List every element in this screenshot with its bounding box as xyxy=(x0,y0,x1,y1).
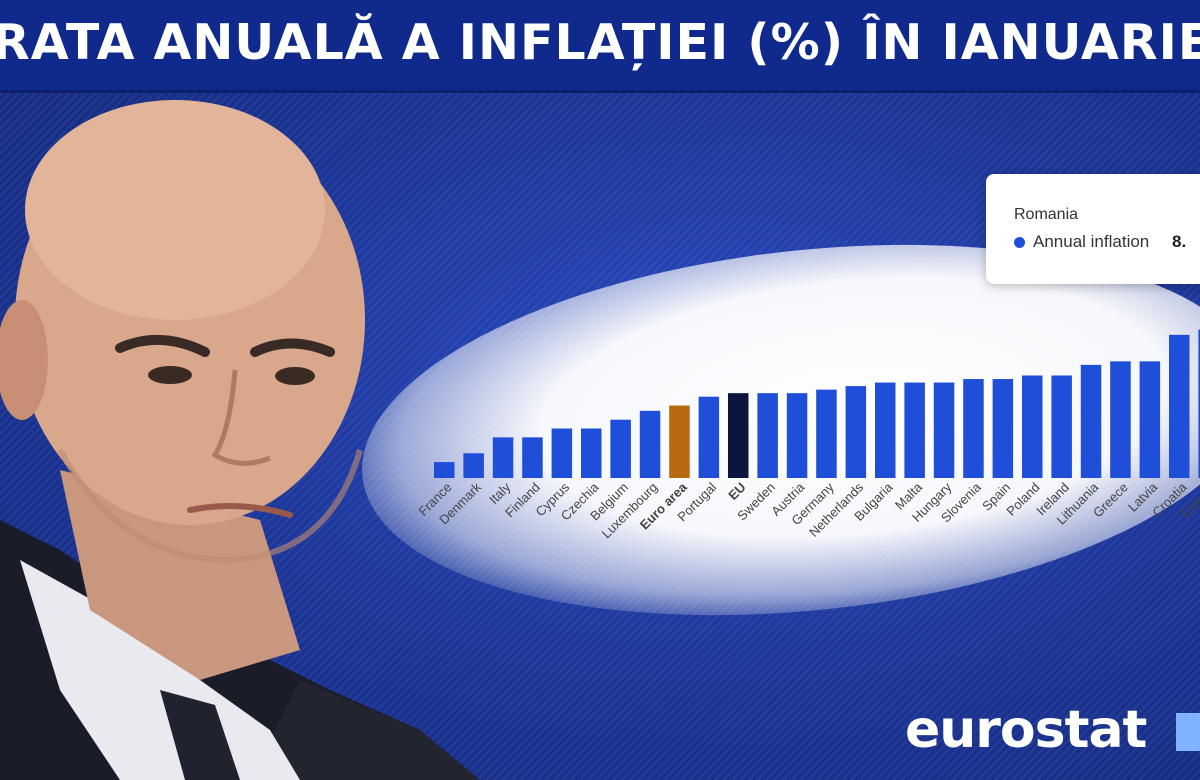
person-photo xyxy=(0,100,480,780)
page-title: RATA ANUALĂ A INFLAȚIEI (%) ÎN IANUARIE … xyxy=(0,14,1200,71)
tooltip-series-label: Annual inflation xyxy=(1033,232,1150,251)
bar-luxembourg[interactable] xyxy=(639,410,661,478)
bar-bulgaria[interactable] xyxy=(875,382,896,478)
bar-germany[interactable] xyxy=(816,389,837,478)
bar-euro-area[interactable] xyxy=(669,405,690,478)
bar-spain[interactable] xyxy=(992,379,1014,478)
bar-denmark[interactable] xyxy=(463,453,484,478)
tooltip-series-dot-icon xyxy=(1014,237,1025,248)
bar-portugal[interactable] xyxy=(698,396,720,478)
eurostat-logo-mark xyxy=(1176,713,1200,751)
tick-label-eu: EU xyxy=(725,480,748,503)
tooltip-value: 8. xyxy=(1172,232,1187,251)
bar-poland[interactable] xyxy=(1022,375,1043,478)
bar-austria[interactable] xyxy=(786,393,808,478)
eurostat-logo: eurostat xyxy=(905,700,1147,760)
bar-greece[interactable] xyxy=(1110,361,1131,478)
bar-italy[interactable] xyxy=(492,437,514,478)
bar-latvia[interactable] xyxy=(1139,361,1161,478)
bar-cyprus[interactable] xyxy=(551,428,573,478)
chart-tooltip: Romania Annual inflation 8. xyxy=(986,174,1200,284)
bar-finland[interactable] xyxy=(522,437,543,478)
bar-france[interactable] xyxy=(434,462,455,478)
title-bar: RATA ANUALĂ A INFLAȚIEI (%) ÎN IANUARIE … xyxy=(0,0,1200,93)
bar-malta[interactable] xyxy=(904,382,925,478)
bar-estonia[interactable] xyxy=(1198,329,1200,478)
tick-label-poland: Poland xyxy=(1003,480,1042,519)
bar-hungary[interactable] xyxy=(933,382,955,478)
bar-slovenia[interactable] xyxy=(963,379,984,478)
bar-netherlands[interactable] xyxy=(845,386,867,478)
bar-lithuania[interactable] xyxy=(1080,364,1102,478)
bar-belgium[interactable] xyxy=(610,419,631,478)
tooltip-country: Romania xyxy=(1014,206,1079,223)
bar-czechia[interactable] xyxy=(581,428,602,478)
bar-croatia[interactable] xyxy=(1169,334,1190,478)
bar-eu[interactable] xyxy=(728,393,749,478)
bar-sweden[interactable] xyxy=(757,393,778,478)
bar-ireland[interactable] xyxy=(1051,375,1072,478)
